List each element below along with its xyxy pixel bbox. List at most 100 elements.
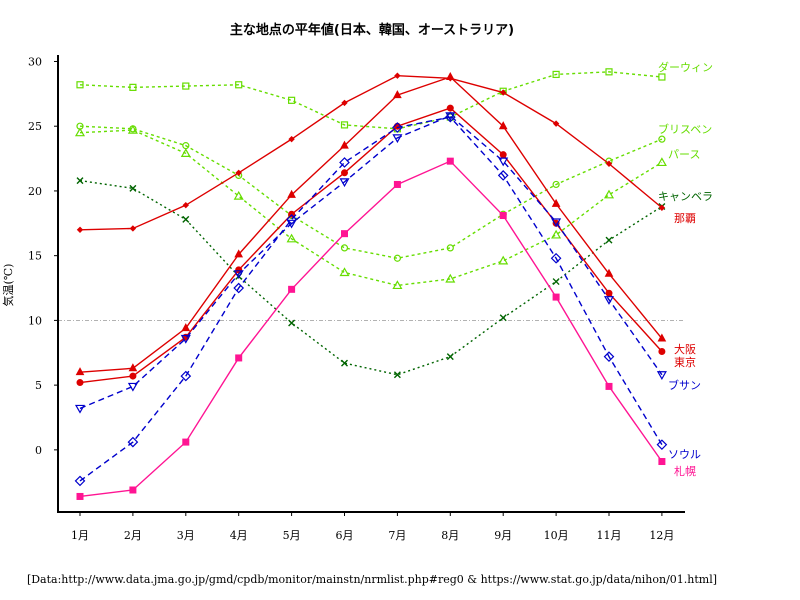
data-point [288,319,296,327]
data-point [182,438,190,446]
series-line [79,129,663,287]
data-point [392,134,403,144]
data-point [603,351,615,362]
data-point [551,198,561,207]
data-point [74,404,86,414]
axis-layer: 0 5 10 15 20 25 30 1月 2月 3月 4月 5月 6月 7月 8月 9月 10月 11月 12月 [28,55,685,542]
data-point [340,121,349,129]
data-point [658,347,666,355]
data-point [233,270,244,279]
series-ソウル [74,111,668,487]
data-point [76,177,84,185]
data-point [127,382,138,392]
data-point [233,190,244,200]
series-那覇 [76,72,666,233]
series-line [79,115,663,410]
source-note: [Data:http://www.data.jma.go.jp/gmd/cpdb… [27,573,717,586]
data-point [340,244,349,252]
data-point [341,359,348,367]
data-point [339,157,350,168]
data-point [605,236,613,244]
x-tick-label: 4月 [230,529,248,542]
data-point [287,189,296,198]
data-point [74,127,86,137]
chart-title: 主な地点の平年値(日本、韓国、オーストラリア) [230,22,514,38]
data-point [341,230,348,238]
data-point [129,372,137,380]
data-point [129,486,137,494]
data-point [656,157,667,167]
data-point [497,170,509,181]
data-point [552,120,560,127]
series-label: 那覇 [674,212,696,225]
series-ブリスベン [76,122,666,262]
data-point [446,104,454,112]
data-point [339,178,350,188]
series-line [79,76,663,373]
data-point [76,226,84,233]
y-tick-label: 25 [28,120,42,133]
data-point [658,135,666,143]
x-tick-label: 12月 [649,529,674,542]
data-point [129,225,137,232]
data-point [288,135,295,143]
data-point [182,215,190,223]
data-point [499,212,507,220]
data-point [499,151,507,159]
data-point [498,255,509,265]
series-label: ダーウィン [658,60,713,74]
data-point [658,73,666,81]
series-label: 札幌 [674,464,696,478]
series-line [79,116,663,482]
x-tick-label: 7月 [388,529,406,542]
data-point [392,122,403,133]
x-tick-label: 1月 [71,529,89,542]
data-point [552,293,560,301]
data-point [498,157,509,167]
data-point [127,124,138,134]
data-point [656,439,668,451]
x-tick-label: 6月 [336,529,354,542]
series-line [79,71,662,130]
x-tick-label: 10月 [544,529,569,542]
data-point [657,333,667,342]
data-point [286,214,297,225]
data-point [605,68,613,76]
series-ブサン [74,112,667,414]
data-point [233,282,245,294]
data-point [550,252,562,264]
series-label: ブサン [668,378,701,392]
data-point [180,334,191,344]
data-point [235,354,243,362]
data-point [129,83,137,91]
data-point [393,90,402,99]
data-point [393,254,401,262]
x-tick-label: 11月 [597,529,622,542]
data-point [339,267,350,277]
y-tick-label: 10 [28,314,42,327]
data-point [235,81,243,89]
series-line [79,125,663,259]
data-point [499,314,507,322]
data-point [603,296,615,305]
data-point [498,121,508,130]
data-point [128,363,138,372]
data-point [446,353,454,361]
series-大阪 [75,71,667,376]
series-label: ソウル [668,448,701,461]
x-tick-label: 8月 [441,529,459,542]
data-point [552,70,560,79]
data-point [445,71,455,81]
data-point [286,219,297,229]
data-point [235,169,242,177]
data-point [552,278,560,286]
data-point [658,458,666,466]
series-label: ブリスベン [658,122,712,136]
data-point [551,218,562,228]
x-tick-label: 9月 [494,529,512,542]
series-label: キャンベラ [658,190,713,203]
series-line [79,75,663,231]
data-point [340,140,349,149]
x-tick-label: 2月 [124,529,142,542]
